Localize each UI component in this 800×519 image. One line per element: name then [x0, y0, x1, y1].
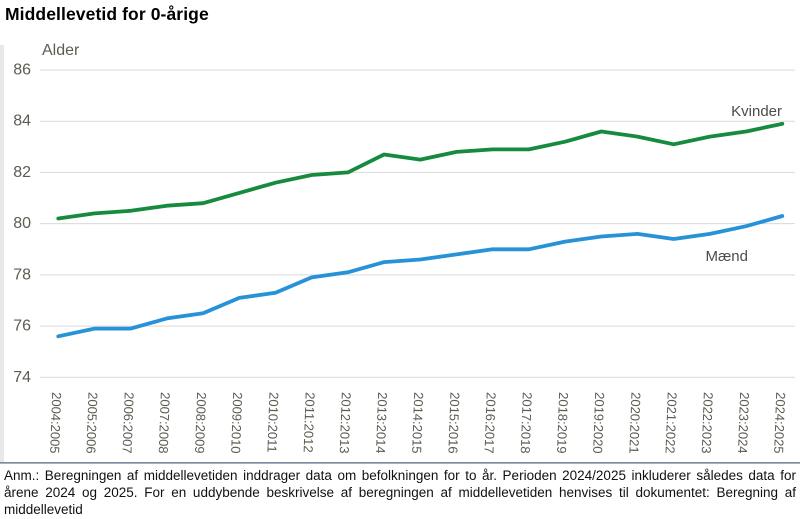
y-axis-label: Alder	[42, 42, 80, 59]
y-tick-label: 86	[13, 62, 31, 79]
kvinder-line	[56, 121, 785, 221]
x-tick-label: 2016:2017	[482, 392, 499, 454]
y-tick-label: 76	[13, 318, 31, 335]
footnote-text: Anm.: Beregningen af middellevetiden ind…	[4, 468, 796, 517]
x-tick-label: 2012:2013	[337, 392, 354, 454]
x-tick-label: 2010:2011	[264, 392, 281, 453]
y-tick-label: 78	[13, 266, 31, 283]
x-tick-label: 2013:2014	[373, 392, 390, 454]
x-tick-label: 2008:2009	[192, 392, 209, 454]
mnd-line	[56, 214, 785, 339]
y-tick-label: 84	[13, 113, 31, 130]
x-tick-label: 2019:2020	[590, 392, 607, 454]
chart-title: Middellevetid for 0-årige	[5, 4, 209, 24]
x-tick-label: 2009:2010	[228, 392, 245, 454]
x-tick-label: 2018:2019	[554, 392, 571, 454]
x-tick-label: 2015:2016	[445, 392, 462, 454]
x-tick-label: 2014:2015	[409, 392, 426, 454]
series-label-maend: Mænd	[705, 248, 748, 265]
x-tick-label: 2005:2006	[83, 392, 100, 454]
x-tick-label: 2017:2018	[518, 392, 535, 454]
footnote-divider	[0, 462, 800, 464]
series-label-kvinder: Kvinder	[731, 103, 782, 120]
x-tick-label: 2006:2007	[120, 392, 137, 454]
x-tick-label: 2007:2008	[156, 392, 173, 454]
x-tick-label: 2022:2023	[699, 392, 716, 454]
x-tick-label: 2004:2005	[47, 392, 64, 454]
left-accent-bar	[0, 45, 4, 464]
x-tick-label: 2024:2025	[771, 392, 788, 454]
y-tick-label: 82	[13, 164, 31, 181]
y-tick-label: 80	[13, 215, 31, 232]
x-tick-label: 2020:2021	[626, 392, 643, 454]
x-tick-label: 2011:2012	[301, 392, 318, 453]
y-tick-label: 74	[13, 369, 31, 386]
x-tick-label: 2021:2022	[663, 392, 680, 454]
x-tick-label: 2023:2024	[735, 392, 752, 454]
